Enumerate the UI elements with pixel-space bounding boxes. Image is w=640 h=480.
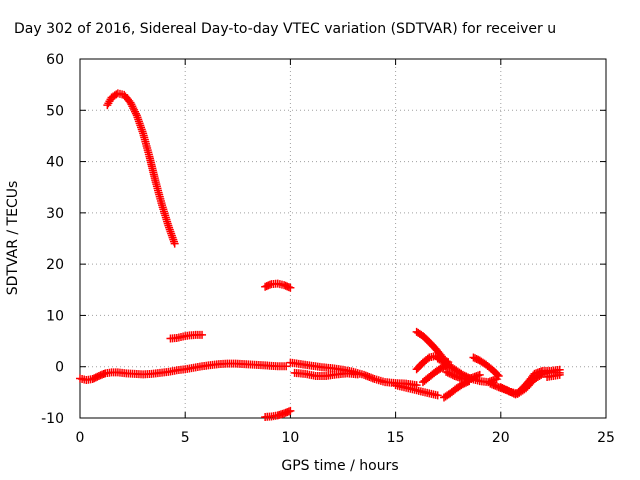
- axis-ticks: [79, 58, 607, 419]
- data-point: [494, 371, 503, 380]
- grid-lines: [80, 59, 606, 418]
- data-point: [423, 354, 432, 363]
- x-tick-label: 25: [597, 430, 615, 446]
- data-point: [433, 391, 442, 400]
- data-point: [170, 239, 179, 248]
- data-point: [130, 105, 139, 114]
- x-axis-label: GPS time / hours: [281, 458, 398, 474]
- data-point: [129, 104, 138, 113]
- y-tick-label: 50: [46, 103, 64, 119]
- plot-frame: [79, 58, 607, 419]
- data-point: [128, 102, 137, 111]
- x-tick-label: 5: [181, 430, 190, 446]
- y-tick-label: 20: [46, 257, 64, 273]
- chart-title: Day 302 of 2016, Sidereal Day-to-day VTE…: [14, 21, 556, 37]
- y-tick-label: 60: [46, 52, 64, 68]
- y-axis-label: SDTVAR / TECUs: [5, 181, 21, 296]
- x-tick-labels: 0 5 10 15 20 25: [76, 430, 615, 446]
- data-point: [353, 370, 362, 379]
- y-tick-label: -10: [41, 411, 64, 427]
- data-point: [475, 370, 484, 379]
- data-point: [131, 109, 140, 118]
- x-tick-label: 10: [281, 430, 299, 446]
- data-point: [555, 370, 564, 379]
- data-point: [503, 386, 512, 395]
- data-point: [198, 330, 207, 339]
- y-tick-label: 0: [55, 360, 64, 376]
- data-point: [493, 370, 502, 379]
- y-tick-labels: -10 0 10 20 30 40 50 60: [41, 52, 64, 427]
- y-tick-label: 40: [46, 155, 64, 171]
- y-tick-label: 30: [46, 206, 64, 222]
- x-tick-label: 0: [76, 430, 85, 446]
- data-point: [286, 283, 295, 292]
- data-point: [286, 406, 295, 415]
- y-tick-label: 10: [46, 308, 64, 324]
- data-point: [537, 370, 546, 379]
- data-point: [126, 98, 135, 107]
- data-point: [127, 100, 136, 109]
- data-points: [76, 89, 564, 421]
- x-tick-label: 20: [492, 430, 510, 446]
- data-point: [282, 362, 291, 371]
- data-point: [131, 107, 140, 116]
- x-tick-label: 15: [387, 430, 405, 446]
